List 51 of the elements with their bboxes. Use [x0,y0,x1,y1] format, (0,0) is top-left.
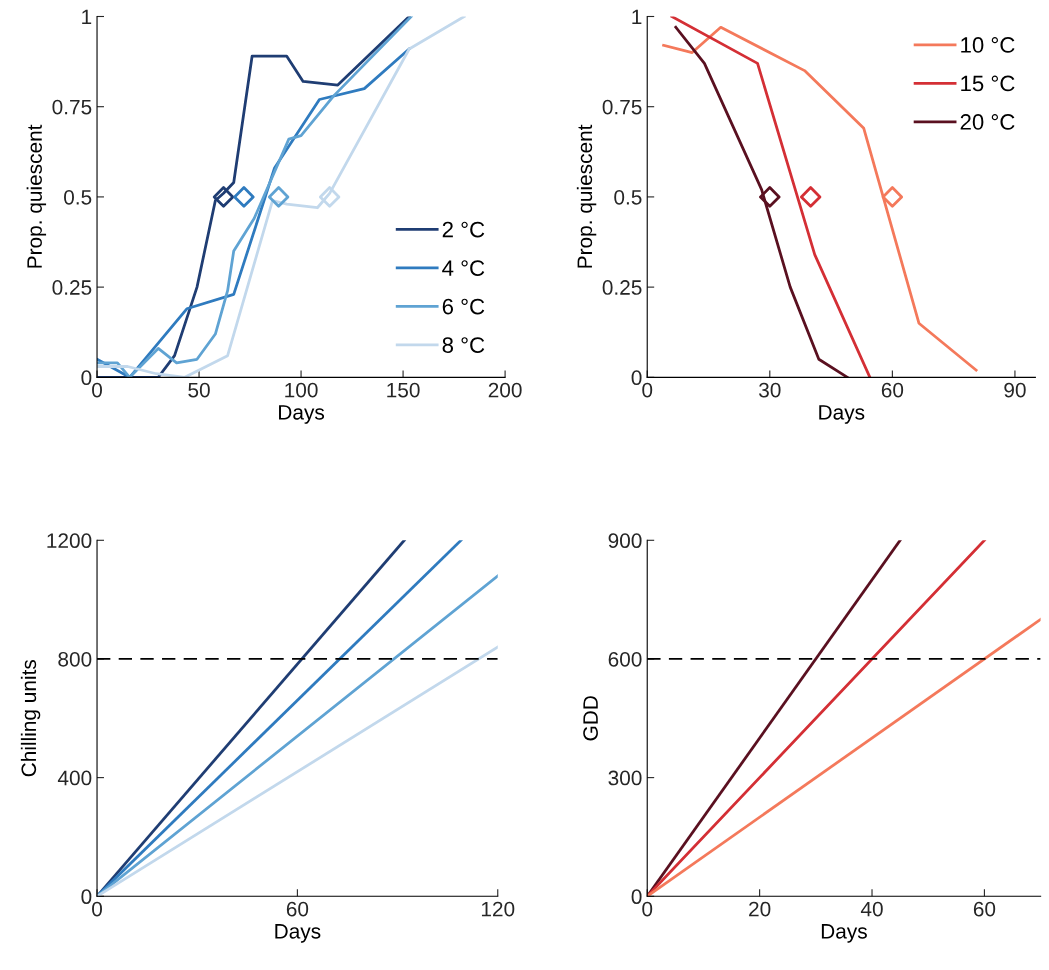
x-axis-title: Days [819,405,865,424]
y-tick-label: 0 [81,370,92,386]
legend-label: 20 °C [960,114,1015,130]
y-axis-title: GDD [583,696,598,741]
x-axis-title: Days [821,924,867,943]
y-tick-label: 1 [82,9,92,25]
legend-label: 2 °C [442,221,485,238]
y-tick-label: 0.75 [602,99,642,115]
x-tick-label: 0 [92,382,103,398]
x-axis-title: Days [279,405,325,424]
y-tick-label: 0.25 [602,280,642,295]
x-tick-label: 150 [387,382,420,398]
legend-label: 4 °C [442,260,485,276]
y-tick-label: 0 [81,889,92,905]
y-tick-label: 900 [608,533,642,549]
y-tick-label: 0.25 [52,280,92,295]
y-tick-label: 600 [608,651,642,667]
y-tick-label: 0 [631,889,642,905]
y-tick-label: 300 [608,770,642,786]
line-series [670,16,872,378]
y-tick-label: 1200 [47,533,92,549]
legend-label: 6 °C [442,298,485,315]
line-series [674,25,849,378]
x-tick-label: 20 [749,901,771,917]
y-axis-title: Chilling units [20,659,41,777]
x-tick-label: 100 [285,382,318,398]
y-tick-label: 0.5 [64,189,92,205]
x-tick-label: 200 [488,382,522,398]
y-axis-title: Prop. quiescent [26,124,47,268]
x-tick-label: 0 [642,382,653,398]
x-tick-label: 60 [286,901,309,917]
y-tick-label: 800 [58,651,92,667]
x-tick-label: 0 [642,901,653,917]
x-tick-label: 90 [1004,382,1026,398]
y-tick-label: 0 [631,370,642,386]
legend-label: 15 °C [961,75,1015,92]
y-tick-label: 0.75 [52,99,92,115]
legend-label: 10 °C [961,37,1015,53]
y-axis-title: Prop. quiescent [576,124,597,268]
x-tick-label: 30 [759,382,781,398]
x-axis-title: Days [275,924,321,943]
x-tick-label: 60 [881,382,904,398]
legend-label: 8 °C [442,337,485,353]
x-tick-label: 50 [188,382,210,398]
y-tick-label: 400 [57,770,92,786]
x-tick-label: 40 [860,901,883,917]
x-tick-label: 0 [92,901,103,917]
x-tick-label: 60 [973,901,996,917]
y-tick-label: 1 [632,9,642,25]
y-tick-label: 0.5 [614,189,642,205]
x-tick-label: 120 [481,901,515,917]
